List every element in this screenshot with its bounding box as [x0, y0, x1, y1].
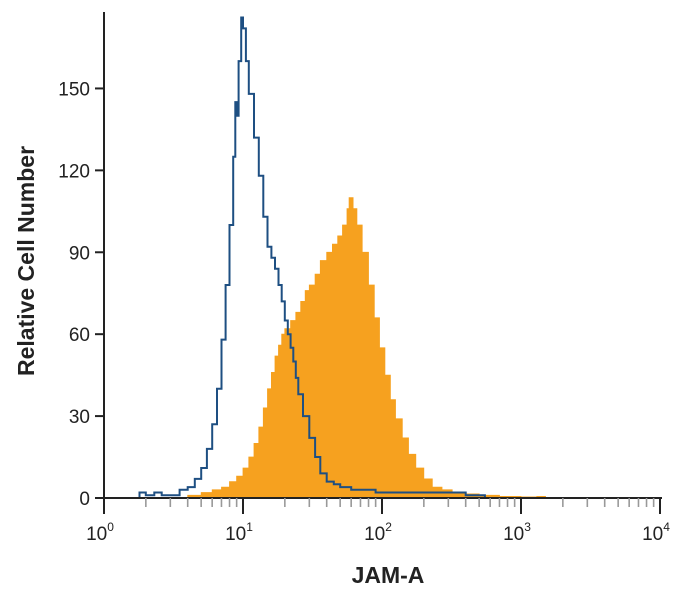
y-tick-label: 90: [69, 243, 90, 264]
x-tick-label: 100: [86, 520, 114, 545]
x-axis-title: JAM-A: [352, 562, 425, 588]
series-outline-histogram: [132, 16, 486, 499]
x-tick-label: 104: [642, 520, 670, 545]
y-tick-label: 0: [79, 489, 90, 510]
x-tick-label: 102: [364, 520, 392, 545]
y-tick-label: 60: [69, 325, 90, 346]
y-tick-label: 30: [69, 407, 90, 428]
series-filled-histogram: [170, 197, 546, 499]
y-tick-label: 150: [58, 79, 90, 100]
x-tick-label: 103: [503, 520, 531, 545]
y-axis-title: Relative Cell Number: [13, 146, 39, 376]
x-tick-label: 101: [225, 520, 253, 545]
y-tick-label: 120: [58, 161, 90, 182]
